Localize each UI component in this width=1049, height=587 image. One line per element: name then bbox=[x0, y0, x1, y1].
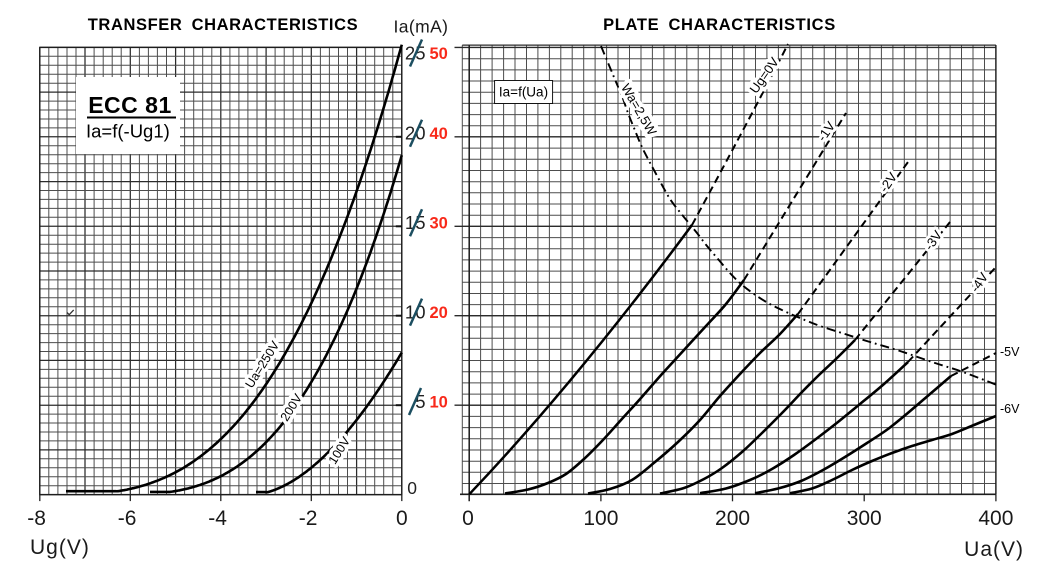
svg-text:50: 50 bbox=[430, 45, 448, 63]
svg-text:0: 0 bbox=[462, 507, 474, 530]
svg-text:10: 10 bbox=[430, 394, 448, 412]
svg-text:PLATE CHARACTERISTICS: PLATE CHARACTERISTICS bbox=[603, 16, 836, 34]
svg-text:40: 40 bbox=[430, 125, 448, 143]
svg-text:0: 0 bbox=[407, 478, 417, 498]
svg-text:Ia=f(Ua): Ia=f(Ua) bbox=[499, 85, 548, 100]
svg-text:300: 300 bbox=[847, 507, 882, 530]
svg-text:ECC 81: ECC 81 bbox=[88, 92, 172, 118]
svg-text:200: 200 bbox=[715, 507, 750, 530]
svg-text:Ug(V): Ug(V) bbox=[30, 536, 90, 559]
svg-text:-2: -2 bbox=[299, 507, 318, 530]
svg-text:-8: -8 bbox=[27, 507, 46, 530]
svg-text:-4: -4 bbox=[208, 507, 227, 530]
svg-text:Ia=f(-Ug1): Ia=f(-Ug1) bbox=[86, 121, 170, 142]
svg-text:TRANSFER CHARACTERISTICS: TRANSFER CHARACTERISTICS bbox=[88, 16, 358, 34]
svg-text:-6: -6 bbox=[118, 507, 137, 530]
svg-text:Ia(mA): Ia(mA) bbox=[394, 17, 449, 37]
svg-text:5: 5 bbox=[415, 391, 425, 412]
svg-text:0: 0 bbox=[396, 507, 408, 530]
svg-text:20: 20 bbox=[430, 304, 448, 322]
svg-text:30: 30 bbox=[430, 215, 448, 233]
svg-text:400: 400 bbox=[978, 507, 1013, 530]
svg-text:-6V: -6V bbox=[1000, 402, 1020, 416]
svg-text:Ua(V): Ua(V) bbox=[964, 538, 1024, 561]
svg-text:100: 100 bbox=[583, 507, 618, 530]
svg-text:-5V: -5V bbox=[1000, 345, 1020, 359]
